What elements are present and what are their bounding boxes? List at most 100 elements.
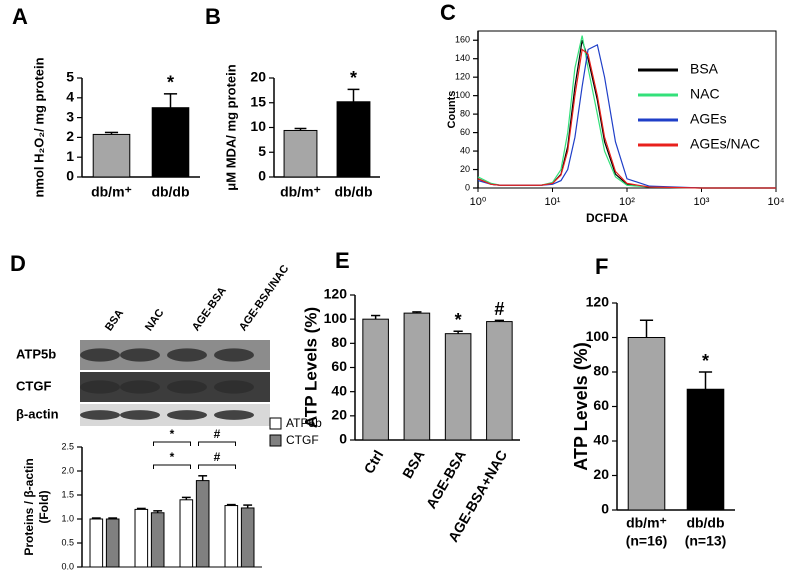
x-tick-label: db/db xyxy=(686,515,724,531)
bar xyxy=(150,512,165,568)
y-tick-label: 40 xyxy=(460,145,470,155)
y-tick-label: 0 xyxy=(66,168,74,184)
x-tick-label: BSA xyxy=(399,447,428,481)
blot-band xyxy=(80,348,120,362)
x-tick-label: db/db xyxy=(151,184,189,200)
bar xyxy=(283,129,318,178)
bar xyxy=(627,337,666,511)
blot-band xyxy=(167,410,207,420)
y-tick-label: 5 xyxy=(66,69,74,85)
blot-band xyxy=(167,380,207,394)
y-axis-label: Proteins / β-actin xyxy=(22,458,36,555)
lane-label: AGE-BSA xyxy=(190,285,229,333)
y-tick-label: 5 xyxy=(258,143,266,159)
y-tick-label: 0.0 xyxy=(61,561,74,571)
x-tick-label: db/db xyxy=(334,184,372,200)
bar xyxy=(224,505,239,568)
x-tick-label: AGE-BSA xyxy=(423,447,469,511)
y-tick-label: 3 xyxy=(66,108,74,124)
y-tick-label: 20 xyxy=(593,466,609,482)
y-tick-label: 0.5 xyxy=(61,537,74,547)
lane-label: BSA xyxy=(103,307,126,333)
annotation: * xyxy=(455,310,462,330)
y-tick-label: 60 xyxy=(331,358,347,374)
x-tick-label: db/m⁺ xyxy=(91,184,132,200)
annotation: # xyxy=(214,450,221,464)
y-axis-label: ATP Levels (%) xyxy=(301,307,320,428)
row-label: CTGF xyxy=(16,378,51,393)
blot-band xyxy=(80,410,120,420)
y-tick-label: 120 xyxy=(324,286,348,302)
y-tick-label: 0 xyxy=(258,168,266,184)
legend-label: AGEs xyxy=(690,111,727,127)
bar xyxy=(362,318,389,441)
panel-letter: C xyxy=(440,0,456,25)
annotation: * xyxy=(350,68,357,88)
legend-label: ATP5b xyxy=(286,416,322,430)
y-tick-label: 100 xyxy=(455,90,470,100)
panel-letter: F xyxy=(595,254,608,279)
y-tick-label: 80 xyxy=(593,363,609,379)
y-tick-label: 1 xyxy=(66,148,74,164)
x-tick-label: db/m⁺ xyxy=(626,515,667,531)
annotation: * xyxy=(170,427,175,441)
y-tick-label: 2 xyxy=(66,128,74,144)
bar xyxy=(403,312,431,441)
row-label: ATP5b xyxy=(16,346,56,361)
panel-letter: A xyxy=(12,4,28,29)
panel-letter: B xyxy=(205,4,221,29)
annotation: # xyxy=(494,299,504,319)
y-tick-label: 0 xyxy=(465,182,470,192)
bar xyxy=(686,388,725,511)
y-tick-label: 2.0 xyxy=(61,465,74,475)
y-tick-label: 80 xyxy=(460,108,470,118)
plot-frame xyxy=(477,30,777,189)
row-label: β-actin xyxy=(16,406,59,421)
bar xyxy=(105,518,120,568)
n-label: (n=13) xyxy=(685,533,727,549)
bar xyxy=(151,107,190,178)
y-tick-label: 100 xyxy=(324,310,348,326)
annotation: * xyxy=(702,351,709,371)
n-label: (n=16) xyxy=(626,533,668,549)
annotation: # xyxy=(214,427,221,441)
blot-band xyxy=(214,348,254,362)
legend-label: BSA xyxy=(690,61,719,77)
y-tick-label: 1.0 xyxy=(61,513,74,523)
blot-band xyxy=(167,348,207,362)
bar xyxy=(444,333,472,441)
x-tick-label: 10⁴ xyxy=(768,196,785,208)
bar xyxy=(195,480,210,568)
x-axis-label: DCFDA xyxy=(586,211,628,225)
y-tick-label: 40 xyxy=(331,382,347,398)
y-axis-label: (Fold) xyxy=(37,490,51,523)
bar xyxy=(486,321,513,441)
y-axis-label: nmol H₂O₂/ mg protein xyxy=(31,57,46,197)
x-tick-label: 10⁰ xyxy=(470,196,487,208)
sig-bracket xyxy=(198,441,236,446)
blot-band xyxy=(214,410,254,420)
bar xyxy=(134,508,149,568)
x-tick-label: 10³ xyxy=(694,196,710,208)
bar xyxy=(240,507,255,568)
bar xyxy=(92,133,131,178)
bar xyxy=(179,499,194,568)
y-tick-label: 0 xyxy=(339,431,347,447)
annotation: * xyxy=(170,450,175,464)
annotation: * xyxy=(167,73,174,93)
y-axis-label: Counts xyxy=(446,91,458,129)
series-line xyxy=(477,48,776,189)
bar xyxy=(89,518,104,568)
x-tick-label: Ctrl xyxy=(361,447,387,476)
series-line xyxy=(477,35,776,189)
y-tick-label: 80 xyxy=(331,334,347,350)
y-tick-label: 120 xyxy=(455,72,470,82)
y-tick-label: 2.5 xyxy=(61,441,74,451)
blot-band xyxy=(120,380,160,394)
legend-swatch xyxy=(269,434,282,447)
y-axis-label: μM MDA/ mg protein xyxy=(223,64,238,190)
lane-label: NAC xyxy=(143,307,167,333)
blot-band xyxy=(120,410,160,420)
panel-letter: D xyxy=(10,251,26,276)
